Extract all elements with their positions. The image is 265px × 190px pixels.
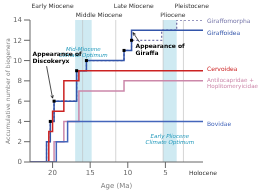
svg-text:Cervoidea: Cervoidea bbox=[207, 64, 238, 71]
svg-text:Pliocene: Pliocene bbox=[160, 11, 185, 18]
svg-text:15: 15 bbox=[86, 169, 95, 177]
svg-text:10: 10 bbox=[13, 57, 22, 65]
svg-text:6: 6 bbox=[18, 98, 23, 106]
svg-text:20: 20 bbox=[48, 169, 57, 177]
svg-text:Appearance ofGiraffa: Appearance ofGiraffa bbox=[136, 42, 185, 56]
svg-text:Pleistocene: Pleistocene bbox=[175, 2, 210, 9]
svg-text:Giraffoidea: Giraffoidea bbox=[207, 29, 240, 36]
svg-text:Holocene: Holocene bbox=[189, 169, 217, 176]
svg-text:Appearance ofDiscokeryx: Appearance ofDiscokeryx bbox=[33, 50, 82, 65]
svg-text:14: 14 bbox=[13, 16, 22, 24]
svg-text:Giraffomorpha: Giraffomorpha bbox=[207, 17, 251, 25]
svg-text:2: 2 bbox=[18, 138, 22, 146]
svg-text:Bovidae: Bovidae bbox=[207, 120, 231, 127]
svg-text:Late Miocene: Late Miocene bbox=[114, 2, 154, 9]
svg-text:5: 5 bbox=[163, 169, 167, 177]
svg-text:Middle Miocene: Middle Miocene bbox=[76, 11, 123, 18]
svg-text:10: 10 bbox=[123, 169, 132, 177]
svg-text:Age (Ma): Age (Ma) bbox=[101, 182, 133, 190]
svg-text:0: 0 bbox=[18, 158, 22, 166]
svg-text:4: 4 bbox=[18, 118, 23, 126]
svg-text:Accumulative number of biogene: Accumulative number of biogenera bbox=[8, 38, 12, 144]
svg-text:Early PlioceneClimate Optimum: Early PlioceneClimate Optimum bbox=[146, 133, 195, 146]
svg-text:8: 8 bbox=[18, 77, 22, 85]
svg-text:Early Miocene: Early Miocene bbox=[32, 2, 74, 10]
svg-text:Antilocapridae +Hoplitomeryici: Antilocapridae +Hoplitomeryicidae bbox=[207, 77, 257, 90]
svg-text:12: 12 bbox=[13, 37, 22, 45]
